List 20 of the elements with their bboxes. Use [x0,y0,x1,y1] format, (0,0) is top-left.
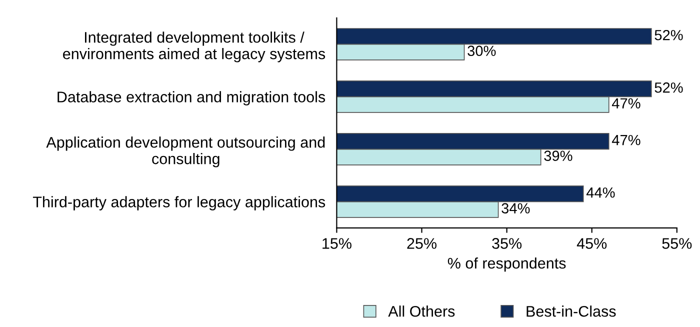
x-axis-title: % of respondents [448,257,566,272]
y-tick-label: Third-party adapters for legacy applications [32,196,326,210]
data-label: 47% [612,98,640,108]
data-label: 47% [612,134,640,146]
data-label: 52% [654,82,683,93]
data-label: 30% [468,46,496,56]
x-tick-label: 15% [322,238,352,249]
y-tick-label: Application development outsourcing and consulting [46,136,325,168]
x-tick-label: 25% [407,238,436,249]
legend-label: All Others [388,306,455,317]
y-tick-label: Integrated development toolkits / environments aimed at legacy systems [63,32,326,62]
y-tick-label: Database extraction and migration tools [58,91,326,106]
x-tick-label: 55% [662,238,692,249]
data-label: 34% [502,203,530,214]
data-label: 52% [654,30,683,40]
x-tick-label: 45% [576,238,607,249]
data-label: 39% [544,150,572,161]
data-label: 44% [586,187,615,198]
x-tick-label: 35% [492,238,522,249]
legend-label: Best-in-Class [526,306,616,317]
